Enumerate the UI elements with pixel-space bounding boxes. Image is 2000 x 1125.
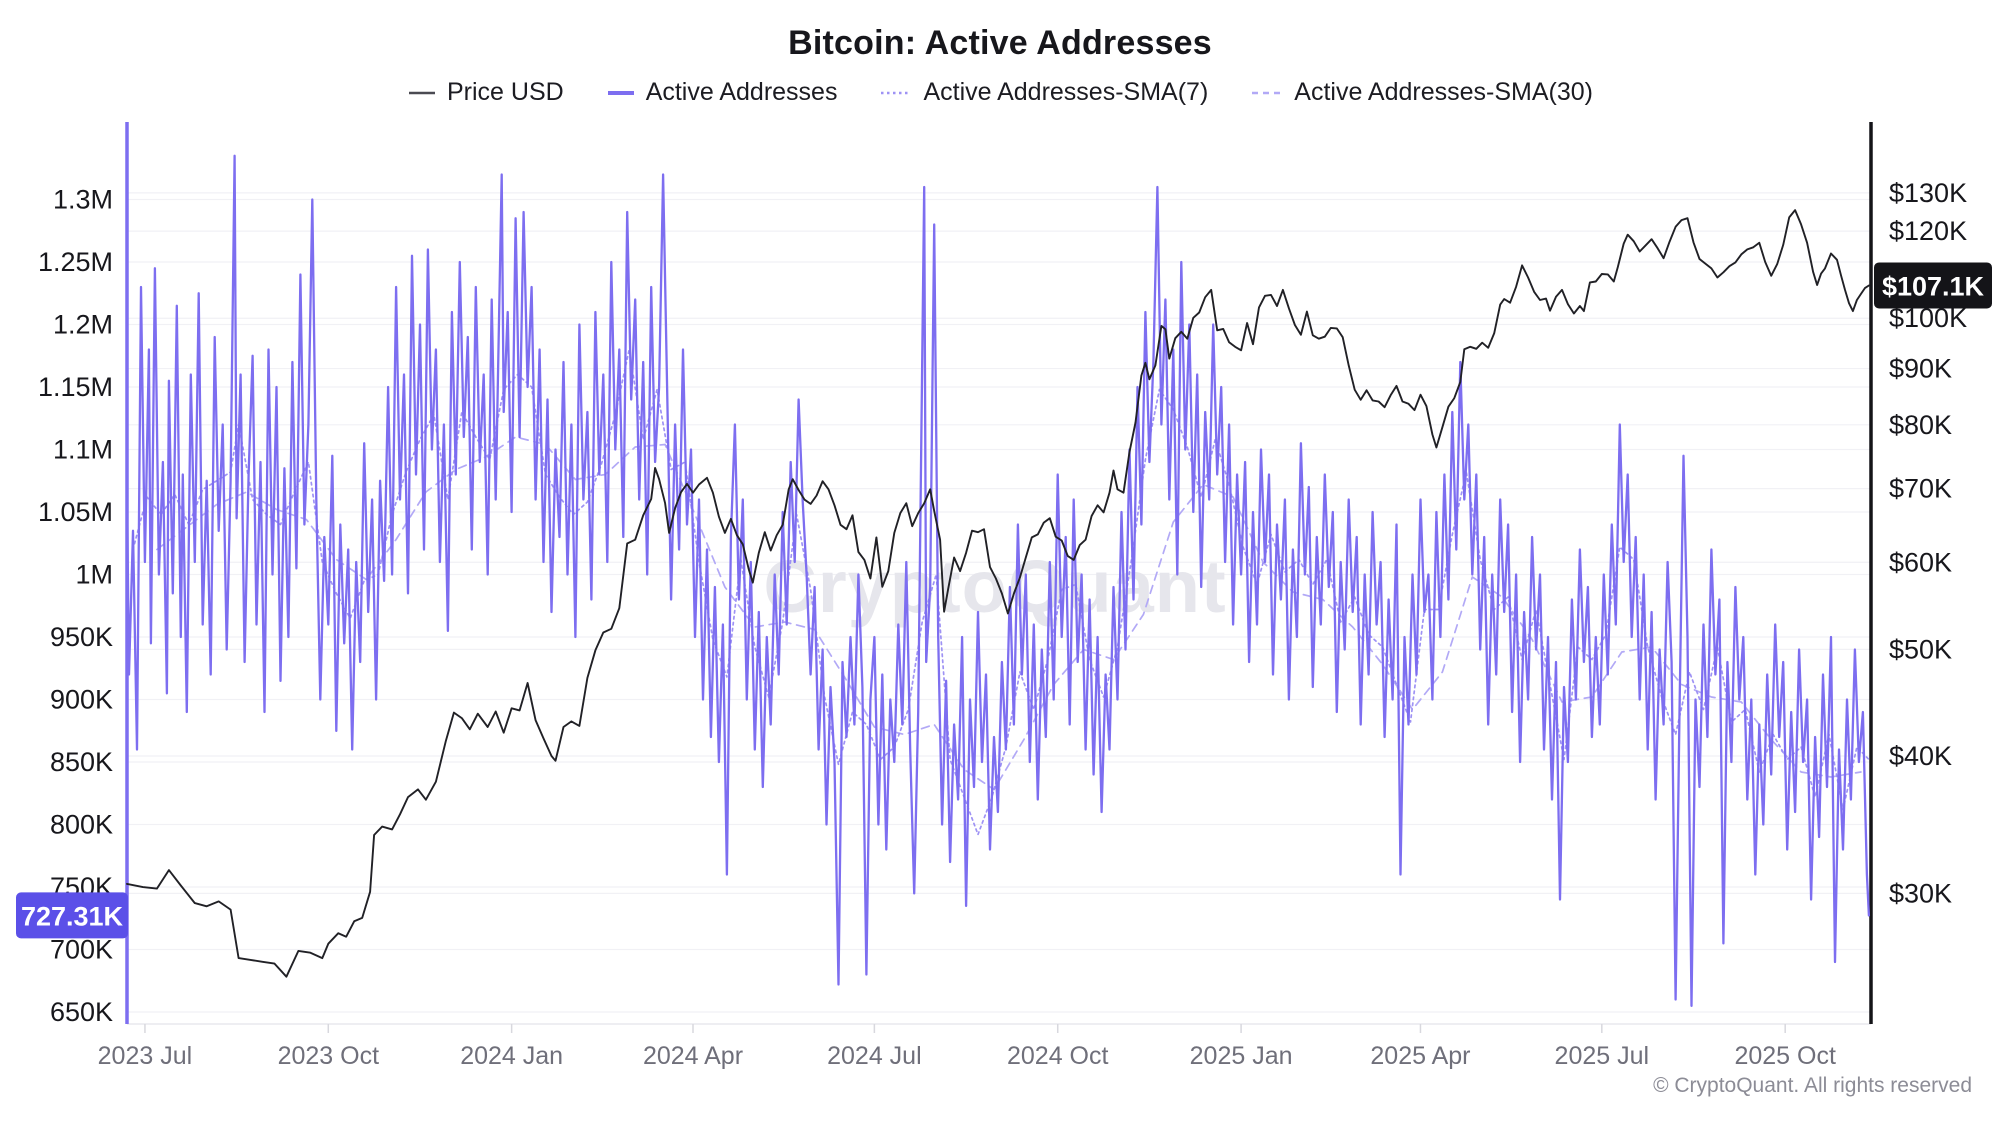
sma7-dotted-line-swatch-icon xyxy=(881,91,912,94)
y-axis-right-labels: $30K$40K$50K$60K$70K$80K$90K$100K$120K$1… xyxy=(1889,178,1967,909)
y-right-tick-label: $120K xyxy=(1889,216,1967,246)
y-right-tick-label: $30K xyxy=(1889,878,1952,908)
y-left-tick-label: 1.05M xyxy=(38,497,113,527)
x-tick-label: 2024 Jul xyxy=(827,1042,922,1070)
y-left-tick-label: 1M xyxy=(75,560,113,590)
legend-item-sma30[interactable]: Active Addresses-SMA(30) xyxy=(1250,78,1593,107)
active-addresses-line-swatch-icon xyxy=(607,90,634,95)
watermark-text: CryptoQuant xyxy=(763,545,1226,628)
x-tick-label: 2025 Apr xyxy=(1370,1042,1470,1070)
axis-value-badges: 727.31K $107.1K xyxy=(16,262,1992,939)
right-axis-badge xyxy=(1874,262,1992,309)
left-axis-badge xyxy=(16,892,128,939)
x-axis: 2023 Jul 2023 Oct 2024 Jan 2024 Apr 2024 Jul… xyxy=(98,1023,1871,1070)
sma30-dashed-line-swatch-icon xyxy=(1252,91,1283,94)
y-left-tick-label: 650K xyxy=(50,997,113,1027)
y-right-tick-label: $50K xyxy=(1889,634,1952,664)
y-left-tick-label: 800K xyxy=(50,810,113,840)
legend-label-price-usd: Price USD xyxy=(447,78,564,106)
y-right-tick-label: $60K xyxy=(1889,547,1952,577)
legend: Price USD Active Addresses Active Addres… xyxy=(0,78,2000,107)
left-axis-badge-value: 727.31K xyxy=(21,901,124,931)
y-left-tick-label: 1.15M xyxy=(38,372,113,402)
y-left-tick-label: 850K xyxy=(50,747,113,777)
x-tick-label: 2023 Oct xyxy=(278,1042,380,1070)
x-tick-label: 2025 Oct xyxy=(1734,1042,1836,1070)
price-line-swatch-icon xyxy=(409,91,435,94)
legend-item-sma7[interactable]: Active Addresses-SMA(7) xyxy=(879,78,1208,107)
footer-copyright: © CryptoQuant. All rights reserved xyxy=(1653,1074,1972,1097)
y-right-tick-label: $80K xyxy=(1889,410,1952,440)
legend-item-price-usd[interactable]: Price USD xyxy=(407,78,564,107)
x-tick-label: 2025 Jan xyxy=(1190,1042,1293,1070)
x-tick-label: 2025 Jul xyxy=(1555,1042,1650,1070)
watermark: CryptoQuant xyxy=(763,545,1226,628)
y-right-tick-label: $40K xyxy=(1889,741,1952,771)
chart-title: Bitcoin: Active Addresses xyxy=(788,24,1212,62)
legend-label-sma7: Active Addresses-SMA(7) xyxy=(923,78,1209,106)
legend-label-sma30: Active Addresses-SMA(30) xyxy=(1294,78,1593,106)
x-tick-label: 2023 Jul xyxy=(98,1042,193,1070)
y-left-tick-label: 700K xyxy=(50,935,113,965)
y-left-tick-label: 900K xyxy=(50,685,113,715)
y-left-tick-label: 950K xyxy=(50,622,113,652)
legend-label-active-addresses: Active Addresses xyxy=(645,78,838,106)
legend-item-active-addresses[interactable]: Active Addresses xyxy=(606,78,838,107)
x-tick-label: 2024 Oct xyxy=(1007,1042,1109,1070)
y-left-tick-label: 1.2M xyxy=(53,310,113,340)
y-left-tick-label: 1.25M xyxy=(38,247,113,277)
price-usd-line xyxy=(126,209,1870,978)
right-axis-badge-value: $107.1K xyxy=(1882,271,1985,301)
x-tick-label: 2024 Apr xyxy=(643,1042,743,1070)
y-right-tick-label: $130K xyxy=(1889,178,1967,208)
y-right-tick-label: $90K xyxy=(1889,354,1952,384)
y-right-tick-label: $70K xyxy=(1889,474,1952,504)
y-left-tick-label: 1.3M xyxy=(53,185,113,215)
x-tick-label: 2024 Jan xyxy=(460,1042,563,1070)
series-lines xyxy=(125,154,1871,1007)
active-addresses-line xyxy=(125,154,1871,1007)
y-left-tick-label: 1.1M xyxy=(53,435,113,465)
